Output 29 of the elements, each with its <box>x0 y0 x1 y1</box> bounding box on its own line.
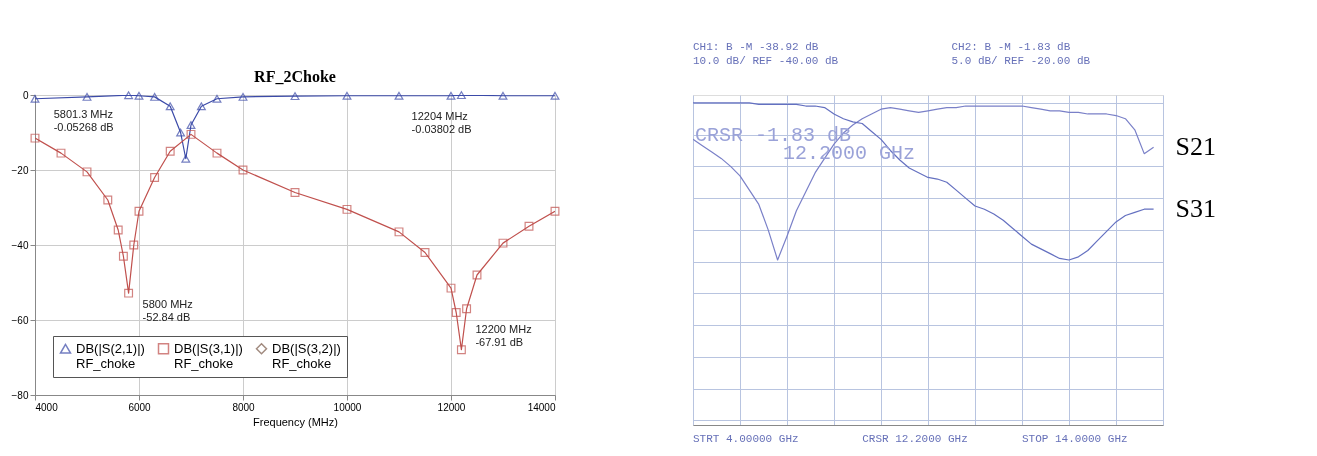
x-tick-label: 8000 <box>232 401 256 413</box>
text: STOP 14.0000 GHz <box>1022 433 1128 445</box>
legend-label: DB(|S(3,2)|) RF_choke <box>272 340 341 371</box>
y-tick-label: −60 <box>11 314 29 326</box>
legend-label: DB(|S(3,1)|) RF_choke <box>174 340 243 371</box>
legend-label: DB(|S(2,1)|) RF_choke <box>76 340 145 371</box>
series-label: S31 <box>1175 194 1217 224</box>
annotation: 12204 MHz -0.03802 dB <box>411 110 472 136</box>
series-label: S21 <box>1175 132 1217 162</box>
x-tick-label: 10000 <box>333 401 362 413</box>
annotation: 12200 MHz -67.91 dB <box>475 322 532 348</box>
x-axis-title: Frequency (MHz) <box>253 415 338 428</box>
y-tick-label: −20 <box>11 164 29 176</box>
x-tick-label: 12000 <box>437 401 466 413</box>
text: CH2: B -M -1.83 dB <box>951 41 1071 53</box>
x-tick-label: 14000 <box>527 401 556 413</box>
y-tick-label: −80 <box>11 389 29 401</box>
text: CH1: B -M -38.92 dB <box>693 41 819 53</box>
chart-title: RF_2Choke <box>254 68 336 86</box>
y-tick-label: 0 <box>22 89 29 101</box>
y-tick-label: −40 <box>11 239 29 251</box>
x-tick-label: 6000 <box>128 401 152 413</box>
text: 10.0 dB/ REF -40.00 dB <box>693 55 839 67</box>
x-tick-label: 4000 <box>35 401 59 413</box>
annotation: 5801.3 MHz -0.05268 dB <box>53 108 114 134</box>
text: STRT 4.00000 GHz <box>693 433 799 445</box>
text: 5.0 dB/ REF -20.00 dB <box>951 55 1091 67</box>
text: CRSR 12.2000 GHz <box>862 433 968 445</box>
annotation: 5800 MHz -52.84 dB <box>142 298 193 324</box>
